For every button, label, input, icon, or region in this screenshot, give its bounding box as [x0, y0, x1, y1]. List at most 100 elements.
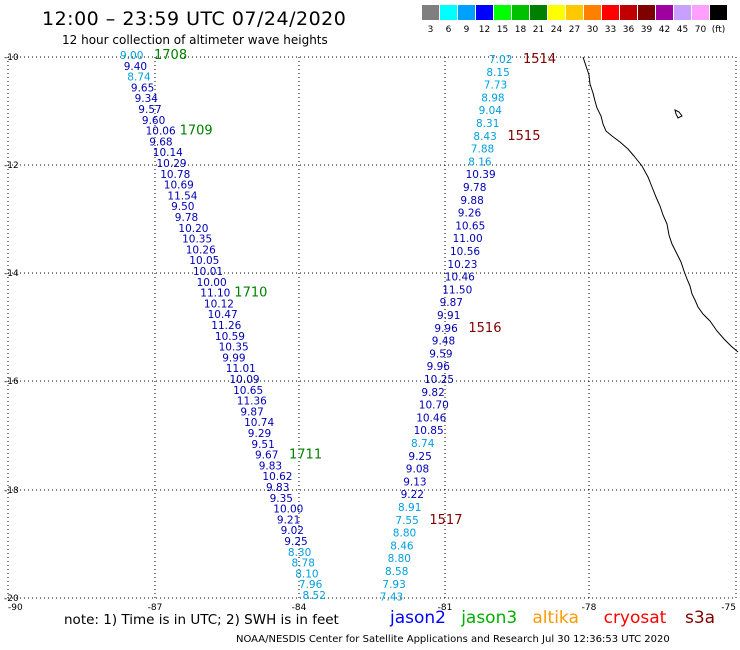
longitude-label: -75	[721, 603, 736, 613]
colorbar-label: 30	[586, 25, 599, 35]
colorbar-label: 3	[427, 25, 434, 35]
colorbar-label: 24	[550, 25, 563, 35]
wave-height-value: 9.78	[175, 212, 198, 224]
wave-height-value: 11.36	[237, 396, 267, 408]
wave-height-value: 9.34	[135, 93, 159, 105]
wave-height-value: 10.56	[450, 246, 480, 258]
satellite-legend-jason2: jason2	[390, 608, 446, 628]
wave-height-value: 8.80	[393, 528, 416, 540]
colorbar-swatch	[512, 5, 530, 20]
longitude-label: -81	[438, 603, 453, 613]
wave-height-value: 9.99	[222, 352, 245, 364]
wave-height-value: 9.59	[429, 348, 452, 360]
wave-height-value: 8.74	[127, 72, 151, 84]
wave-height-value: 7.43	[380, 592, 403, 604]
wave-height-value: 8.46	[390, 540, 414, 552]
wave-height-value: 9.08	[406, 464, 429, 476]
pass-time-label: 1517	[429, 513, 462, 528]
wave-height-value: 9.83	[259, 460, 282, 472]
wave-height-value: 11.54	[167, 190, 197, 202]
wave-height-value: 9.26	[458, 208, 482, 220]
wave-height-value: 10.00	[197, 277, 227, 289]
latitude-label: -18	[4, 486, 19, 496]
satellite-legend-s3a: s3a	[685, 608, 716, 628]
wave-height-value: 10.69	[164, 180, 194, 192]
colorbar-label: 27	[568, 25, 581, 35]
colorbar-label: 21	[532, 25, 545, 35]
wave-height-value: 9.57	[138, 104, 161, 116]
wave-height-value: 11.01	[226, 363, 256, 375]
coastline	[582, 56, 739, 353]
wave-height-value: 10.14	[153, 147, 183, 159]
latitude-label: -20	[4, 594, 19, 604]
colorbar-swatch	[620, 5, 638, 20]
colorbar-swatch	[602, 5, 620, 20]
wave-height-value: 9.68	[149, 136, 172, 148]
wave-height-value: 10.00	[273, 504, 303, 516]
colorbar-label: (ft)	[711, 25, 726, 35]
colorbar-label: 39	[640, 25, 653, 35]
wave-height-value: 11.10	[200, 288, 230, 300]
axis-labels: -10 -12 -14 -16 -18 -20-90 -87 -84 -81 -78 -75	[4, 53, 736, 613]
pass-time-label: 1515	[507, 129, 540, 144]
colorbar-swatch	[422, 5, 440, 20]
wave-height-value: 8.16	[468, 156, 492, 168]
note-text: note: 1) Time is in UTC; 2) SWH is in fe…	[64, 612, 339, 628]
longitude-label: -87	[148, 603, 163, 613]
longitude-label: -78	[582, 603, 597, 613]
pass-time-label: 1514	[523, 52, 556, 67]
wave-height-value: 10.74	[244, 417, 274, 429]
wave-height-value: 9.83	[266, 482, 289, 494]
wave-height-value: 9.35	[270, 493, 293, 505]
wave-height-value: 7.88	[471, 144, 494, 156]
wave-height-value: 9.50	[171, 201, 194, 213]
wave-height-value: 10.26	[186, 244, 216, 256]
colorbar-swatch	[710, 5, 728, 20]
wave-height-value: 10.35	[182, 234, 212, 246]
wave-height-value: 10.59	[215, 331, 245, 343]
wave-height-value: 7.02	[489, 54, 512, 66]
colorbar-swatch	[530, 5, 548, 20]
pass-time-label: 1710	[234, 286, 267, 301]
jason-track-1: 9.009.408.749.659.349.579.6010.069.6810.…	[120, 48, 326, 602]
wave-height-value: 9.88	[460, 195, 483, 207]
wave-height-value: 10.65	[233, 385, 263, 397]
satellite-legend-altika: altika	[532, 608, 579, 628]
wave-height-value: 11.00	[453, 233, 483, 245]
wave-height-value: 8.43	[473, 131, 496, 143]
wave-height-value: 9.02	[281, 525, 304, 537]
map-subtitle: 12 hour collection of altimeter wave hei…	[62, 33, 328, 47]
wave-height-value: 10.25	[424, 374, 454, 386]
wave-height-value: 9.82	[421, 387, 444, 399]
colorbar-label: 6	[445, 25, 452, 35]
colorbar-swatch	[584, 5, 602, 20]
wave-height-value: 8.31	[476, 118, 499, 130]
latitude-label: -10	[4, 53, 19, 63]
colorbar-label: 18	[514, 25, 527, 35]
pass-time-label: 1711	[289, 448, 322, 463]
wave-height-value: 9.21	[277, 514, 300, 526]
wave-height-value: 10.85	[414, 425, 444, 437]
colorbar-label: 42	[658, 25, 671, 35]
wave-height-value: 10.09	[230, 374, 260, 386]
pass-time-label: 1516	[468, 321, 501, 336]
jason-track-2: 7.028.157.738.989.048.318.437.888.1610.3…	[380, 52, 556, 604]
wave-height-value: 9.48	[432, 336, 455, 348]
map-title: 12:00 – 23:59 UTC 07/24/2020	[42, 8, 347, 30]
wave-height-value: 7.55	[395, 515, 418, 527]
latitude-label: -12	[4, 161, 19, 171]
wave-height-value: 10.39	[466, 169, 496, 181]
colorbar-label: 12	[478, 25, 491, 35]
island-shape	[674, 109, 683, 119]
colorbar-label: 33	[604, 25, 617, 35]
credit-line: NOAA/NESDIS Center for Satellite Applica…	[236, 634, 670, 645]
latitude-label: -14	[4, 269, 19, 279]
wave-height-value: 9.00	[120, 50, 143, 62]
colorbar-label: 45	[676, 25, 689, 35]
longitude-label: -90	[8, 603, 23, 613]
wave-height-value: 9.65	[131, 82, 154, 94]
colorbar-swatch	[440, 5, 458, 20]
wave-height-value: 8.10	[295, 568, 318, 580]
colorbar-swatch	[566, 5, 584, 20]
